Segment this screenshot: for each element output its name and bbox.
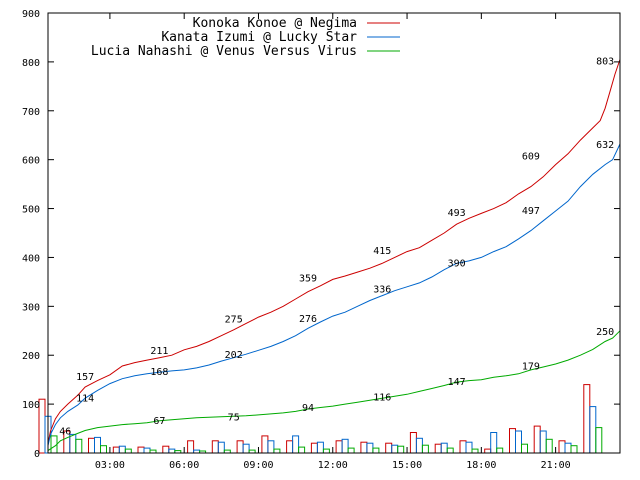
data-label: 609 xyxy=(522,151,540,162)
data-label: 46 xyxy=(59,427,71,438)
data-label: 67 xyxy=(153,416,165,427)
y-tick-label: 100 xyxy=(22,400,40,411)
data-label: 336 xyxy=(373,285,391,296)
data-label: 116 xyxy=(373,392,391,403)
data-label: 803 xyxy=(596,56,614,67)
data-label: 415 xyxy=(373,246,391,257)
x-tick-label: 21:00 xyxy=(541,460,571,471)
data-label: 276 xyxy=(299,314,317,325)
data-label: 168 xyxy=(150,367,168,378)
x-tick-label: 06:00 xyxy=(169,460,199,471)
y-tick-label: 600 xyxy=(22,156,40,167)
y-tick-label: 400 xyxy=(22,253,40,264)
x-tick-label: 12:00 xyxy=(318,460,348,471)
series-line-1 xyxy=(47,59,621,444)
data-label: 211 xyxy=(150,346,168,357)
data-label: 632 xyxy=(596,140,614,151)
y-tick-label: 900 xyxy=(22,9,40,20)
data-label: 275 xyxy=(225,315,243,326)
data-label: 94 xyxy=(302,403,314,414)
x-tick-label: 15:00 xyxy=(392,460,422,471)
legend-label: Konoka Konoe @ Negima xyxy=(193,16,357,31)
data-label: 75 xyxy=(228,412,240,423)
y-tick-label: 700 xyxy=(22,107,40,118)
series-lines xyxy=(47,59,621,452)
data-label: 390 xyxy=(448,258,466,269)
y-tick-label: 0 xyxy=(34,449,40,460)
data-label: 157 xyxy=(76,372,94,383)
data-label: 497 xyxy=(522,206,540,217)
data-label: 359 xyxy=(299,274,317,285)
axes: 0 100 200 300 400 500 600 700 800 900 03:00 06:00 09… xyxy=(22,9,620,471)
legend-label: Lucia Nahashi @ Venus Versus Virus xyxy=(91,44,357,59)
legend-label: Kanata Izumi @ Lucky Star xyxy=(161,30,357,45)
series-line-2 xyxy=(47,143,621,446)
x-tick-label: 18:00 xyxy=(466,460,496,471)
data-label: 493 xyxy=(448,208,466,219)
x-tick-label: 09:00 xyxy=(243,460,273,471)
y-tick-label: 800 xyxy=(22,58,40,69)
y-tick-label: 500 xyxy=(22,205,40,216)
y-tick-label: 300 xyxy=(22,302,40,313)
y-tick-label: 200 xyxy=(22,351,40,362)
data-label: 202 xyxy=(225,350,243,361)
series-line-3 xyxy=(47,330,621,452)
x-tick-label: 03:00 xyxy=(95,460,125,471)
data-label: 114 xyxy=(76,393,94,404)
plot-frame xyxy=(47,12,621,454)
data-label: 147 xyxy=(448,377,466,388)
data-label: 179 xyxy=(522,362,540,373)
data-label: 250 xyxy=(596,327,614,338)
data-labels: 157 211 275 359 415 493 609 803 114 168 202 276 336 3… xyxy=(59,56,614,437)
